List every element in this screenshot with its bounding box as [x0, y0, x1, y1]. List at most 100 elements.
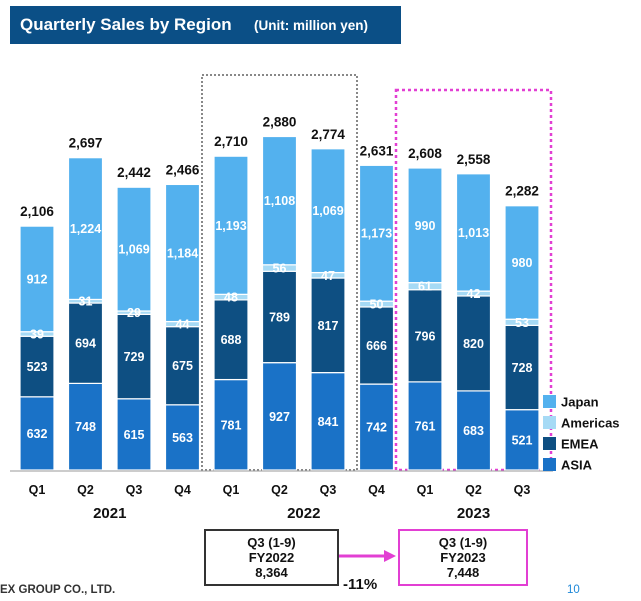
comparison-left-fy: FY2022 [248, 550, 295, 565]
bar-japan-10 [455, 173, 492, 292]
value-label-americas-2: 31 [79, 295, 93, 309]
x-tick-label-6: Q2 [271, 483, 288, 497]
comparison-left-period: Q3 (1-9) [247, 535, 296, 550]
value-label-japan-9: 990 [415, 219, 436, 233]
total-label-10: 2,558 [457, 152, 491, 167]
change-percentage: -11% [343, 576, 378, 593]
x-tick-label-10: Q2 [465, 483, 482, 497]
value-label-asia-6: 927 [269, 410, 290, 424]
bar-emea-6 [261, 270, 298, 364]
value-label-emea-1: 523 [27, 360, 48, 374]
value-label-americas-9: 61 [418, 280, 432, 294]
comparison-right-value: 7,448 [446, 565, 480, 580]
year-label-2023: 2023 [457, 505, 490, 522]
bar-asia-7 [310, 372, 346, 471]
value-label-emea-10: 820 [463, 337, 484, 351]
bar-japan-5 [213, 155, 249, 295]
value-label-japan-5: 1,193 [215, 219, 246, 233]
total-label-3: 2,442 [117, 165, 151, 180]
legend-swatch-asia [543, 458, 556, 471]
total-label-5: 2,710 [214, 134, 248, 149]
total-label-4: 2,466 [166, 162, 200, 177]
chart-title: Quarterly Sales by Region [20, 15, 232, 34]
value-label-japan-2: 1,224 [70, 222, 101, 236]
x-tick-label-8: Q4 [368, 483, 385, 497]
value-label-japan-3: 1,069 [118, 243, 149, 257]
total-label-9: 2,608 [408, 146, 442, 161]
value-label-asia-2: 748 [75, 420, 96, 434]
x-tick-label-5: Q1 [223, 483, 240, 497]
bar-asia-9 [407, 381, 443, 471]
year-label-2021: 2021 [93, 505, 126, 522]
value-label-asia-1: 632 [27, 427, 48, 441]
total-label-8: 2,631 [360, 143, 394, 158]
legend-label-japan: Japan [561, 395, 599, 410]
chart-unit: (Unit: million yen) [254, 18, 368, 33]
legend-label-asia: ASIA [561, 458, 593, 473]
value-label-americas-7: 47 [321, 269, 335, 283]
value-label-japan-8: 1,173 [361, 227, 392, 241]
legend-label-americas: Americas [561, 416, 620, 431]
x-tick-label-4: Q4 [174, 483, 191, 497]
value-label-emea-8: 666 [366, 339, 387, 353]
bar-japan-2 [67, 157, 104, 301]
value-label-americas-3: 29 [127, 306, 141, 320]
value-label-asia-5: 781 [221, 418, 242, 432]
bar-emea-1 [19, 335, 55, 398]
total-label-2: 2,697 [69, 136, 103, 151]
value-label-asia-7: 841 [318, 415, 339, 429]
company-footer: EX GROUP CO., LTD. [0, 584, 116, 596]
value-label-japan-4: 1,184 [167, 246, 198, 260]
comparison-fy2023-box: Q3 (1-9) FY2023 7,448 [398, 529, 528, 586]
value-label-emea-2: 694 [75, 337, 96, 351]
total-label-7: 2,774 [311, 127, 345, 142]
value-label-americas-5: 48 [224, 291, 238, 305]
bar-emea-4 [164, 326, 201, 406]
bar-asia-1 [19, 396, 55, 471]
value-label-emea-6: 789 [269, 310, 290, 324]
x-tick-label-2: Q2 [77, 483, 94, 497]
value-label-emea-11: 728 [512, 361, 533, 375]
legend-swatch-americas [543, 416, 556, 429]
value-label-americas-11: 53 [515, 316, 529, 330]
bar-japan-9 [407, 167, 443, 284]
comparison-left-value: 8,364 [255, 565, 288, 580]
year-label-2022: 2022 [287, 505, 320, 522]
highlight-frame-1 [201, 74, 358, 471]
value-label-emea-5: 688 [221, 333, 242, 347]
value-label-emea-4: 675 [172, 359, 193, 373]
bar-japan-11 [504, 205, 540, 320]
arrow-head [384, 550, 396, 562]
bar-asia-6 [261, 362, 298, 471]
x-tick-label-11: Q3 [514, 483, 531, 497]
value-label-americas-6: 56 [273, 262, 287, 276]
total-label-6: 2,880 [263, 114, 297, 129]
bar-emea-7 [310, 277, 346, 374]
x-tick-label-9: Q1 [417, 483, 434, 497]
value-label-asia-9: 761 [415, 419, 436, 433]
bar-japan-6 [261, 135, 298, 266]
bar-japan-3 [116, 186, 152, 312]
x-tick-label-1: Q1 [29, 483, 46, 497]
value-label-japan-10: 1,013 [458, 226, 489, 240]
value-label-japan-11: 980 [512, 256, 533, 270]
total-label-1: 2,106 [20, 204, 54, 219]
bar-asia-8 [358, 383, 395, 471]
total-label-11: 2,282 [505, 184, 539, 199]
value-label-emea-9: 796 [415, 329, 436, 343]
bar-asia-4 [164, 404, 201, 471]
legend-swatch-emea [543, 437, 556, 450]
value-label-japan-6: 1,108 [264, 194, 295, 208]
comparison-right-period: Q3 (1-9) [438, 535, 488, 550]
bar-japan-7 [310, 148, 346, 274]
value-label-japan-7: 1,069 [312, 204, 343, 218]
x-tick-label-7: Q3 [320, 483, 337, 497]
comparison-right-fy: FY2023 [440, 550, 486, 565]
value-label-asia-3: 615 [124, 428, 145, 442]
value-label-asia-11: 521 [512, 433, 533, 447]
value-label-americas-10: 42 [467, 287, 481, 301]
bar-japan-1 [19, 225, 55, 333]
bar-emea-8 [358, 306, 395, 385]
page-number: 10 [567, 584, 580, 596]
